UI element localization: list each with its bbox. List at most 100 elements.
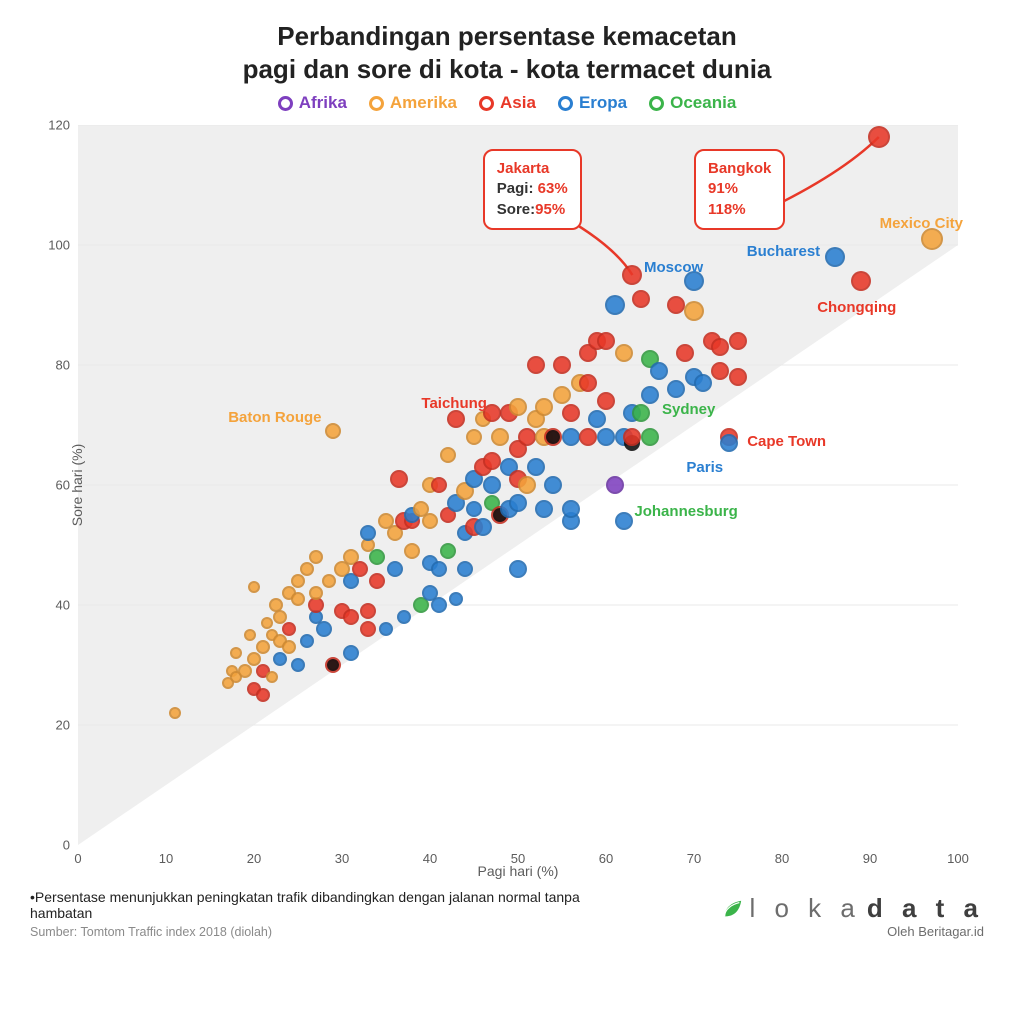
data-point [622,265,642,285]
annotation-cape-town: Cape Town [747,433,826,450]
data-point [282,640,296,654]
data-point [562,404,580,422]
data-point [431,477,447,493]
data-point [300,634,314,648]
annotation-moscow: Moscow [644,259,703,276]
data-point [641,428,659,446]
legend-item-afrika: Afrika [278,93,347,113]
x-tick-label: 30 [335,845,349,866]
legend-swatch-icon [479,96,494,111]
data-point [422,513,438,529]
data-point [544,476,562,494]
data-point [684,301,704,321]
data-point [466,501,482,517]
data-point [868,126,890,148]
legend-swatch-icon [278,96,293,111]
data-point [256,688,270,702]
data-point [360,603,376,619]
data-point [449,592,463,606]
callout-jakarta: JakartaPagi: 63%Sore:95% [483,149,582,230]
data-point [632,290,650,308]
data-point [397,610,411,624]
data-point [309,586,323,600]
data-point [466,429,482,445]
data-point [527,356,545,374]
data-point [641,386,659,404]
data-point [369,549,385,565]
data-point [352,561,368,577]
data-point [553,356,571,374]
data-point [300,562,314,576]
footer: •Persentase menunjukkan peningkatan traf… [30,889,984,939]
data-point [615,512,633,530]
data-point [360,621,376,637]
data-point [387,561,403,577]
y-tick-label: 40 [56,598,78,613]
data-point [390,470,408,488]
data-point [597,428,615,446]
legend: Afrika Amerika Asia Eropa Oceania [30,93,984,113]
data-point [431,561,447,577]
y-tick-label: 80 [56,358,78,373]
data-point [527,458,545,476]
data-point [579,374,597,392]
data-point [729,332,747,350]
callout-bangkok: Bangkok91%118% [694,149,785,230]
x-tick-label: 40 [423,845,437,866]
data-point [825,247,845,267]
data-point [667,380,685,398]
legend-swatch-icon [369,96,384,111]
data-point [169,707,181,719]
data-point [431,597,447,613]
data-point [509,494,527,512]
brand-leaf-icon [721,898,743,920]
data-point [546,430,560,444]
data-point [327,659,339,671]
x-tick-label: 90 [863,845,877,866]
data-point [440,447,456,463]
data-point [509,398,527,416]
x-tick-label: 60 [599,845,613,866]
data-point [535,500,553,518]
y-tick-label: 60 [56,478,78,493]
legend-item-amerika: Amerika [369,93,457,113]
brand-block: l o k ad a t a Oleh Beritagar.id [721,893,984,939]
x-tick-label: 10 [159,845,173,866]
data-point [851,271,871,291]
data-point [623,428,641,446]
data-point [562,500,580,518]
data-point [404,543,420,559]
data-point [606,476,624,494]
data-point [343,609,359,625]
data-point [369,573,385,589]
brand-subtitle: Oleh Beritagar.id [721,924,984,939]
data-point [256,640,270,654]
data-point [729,368,747,386]
x-tick-label: 70 [687,845,701,866]
annotation-paris: Paris [686,459,723,476]
data-point [291,592,305,606]
y-tick-label: 20 [56,718,78,733]
data-point [248,581,260,593]
data-point [440,543,456,559]
annotation-baton-rouge: Baton Rouge [228,409,321,426]
legend-item-oceania: Oceania [649,93,736,113]
scatter-plot: Sore hari (%) Pagi hari (%) 020406080100… [78,125,958,845]
chart-container: Sore hari (%) Pagi hari (%) 020406080100… [78,125,984,845]
legend-item-asia: Asia [479,93,536,113]
data-point [261,617,273,629]
data-point [360,525,376,541]
data-point [282,622,296,636]
legend-item-eropa: Eropa [558,93,627,113]
data-point [650,362,668,380]
data-point [597,332,615,350]
y-tick-label: 120 [48,118,78,133]
data-point [322,574,336,588]
data-point [588,410,606,428]
data-point [343,645,359,661]
data-point [316,621,332,637]
data-point [491,428,509,446]
annotation-johannesburg: Johannesburg [634,503,737,520]
annotation-taichung: Taichung [421,395,487,412]
data-point [325,423,341,439]
